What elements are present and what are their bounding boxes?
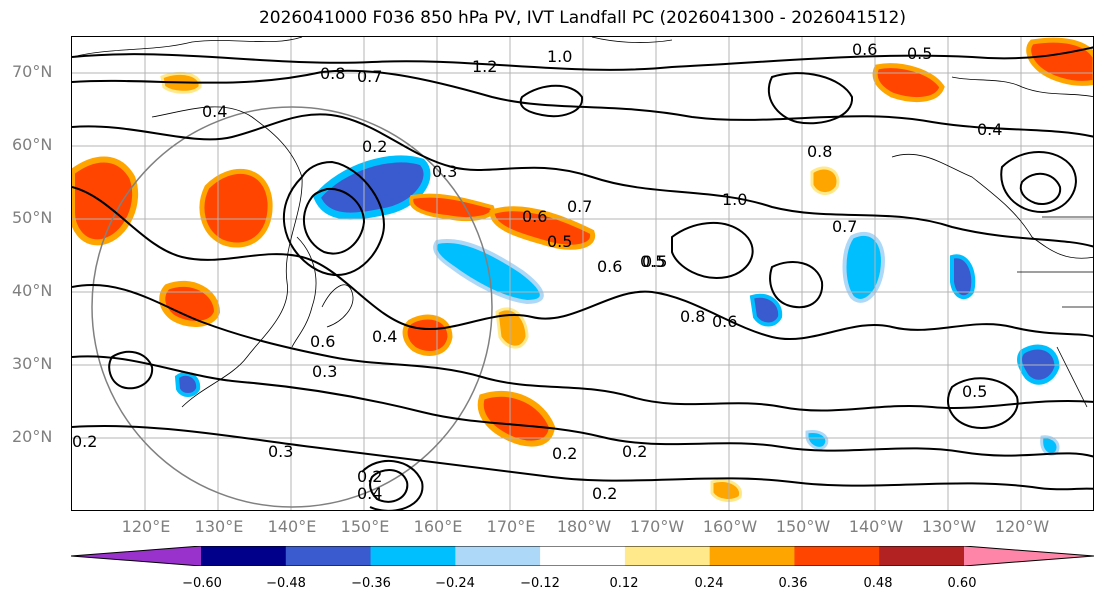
- contour-label: 0.3: [268, 442, 293, 461]
- lon-label: 180°W: [556, 517, 612, 536]
- lon-label: 160°W: [702, 517, 758, 536]
- lat-label: 30°N: [12, 354, 53, 373]
- lat-label: 40°N: [12, 281, 53, 300]
- contour-label: 0.2: [622, 442, 647, 461]
- contour-label: 0.2: [552, 444, 577, 463]
- contour-label: 0.3: [432, 162, 457, 181]
- colorbar-extend-low: [71, 546, 201, 566]
- contour-label: 0.3: [312, 362, 337, 381]
- contour-label: 0.4: [977, 120, 1002, 139]
- graticule: [72, 37, 1093, 510]
- colorbar-segment: [794, 546, 880, 566]
- colorbar-tick-label: 0.24: [694, 576, 724, 591]
- contour-label: 0.6: [522, 207, 547, 226]
- colorbar-tick-label: −0.36: [351, 576, 391, 591]
- lat-label: 50°N: [12, 208, 53, 227]
- lon-label: 160°E: [413, 517, 463, 536]
- colorbar-extend-high: [964, 546, 1094, 566]
- lon-label: 130°E: [194, 517, 244, 536]
- lon-label: 170°W: [629, 517, 685, 536]
- colorbar-segments: [71, 546, 1094, 566]
- colorbar-tick-label: −0.48: [266, 576, 306, 591]
- colorbar-tick-label: 0.12: [609, 576, 639, 591]
- coastlines: [72, 37, 1093, 408]
- pv-contours: [72, 46, 1093, 510]
- colorbar-tick-label: 0.60: [947, 576, 977, 591]
- contour-label: 0.5: [962, 382, 987, 401]
- colorbar-segment: [370, 546, 456, 566]
- contour-label: 0.4: [202, 102, 227, 121]
- lon-label: 120°E: [121, 517, 171, 536]
- colorbar-tick-label: −0.24: [435, 576, 475, 591]
- contour-label: 0.2: [72, 432, 97, 451]
- lon-label: 150°E: [340, 517, 390, 536]
- colorbar-tick-label: 0.48: [863, 576, 893, 591]
- lon-label: 140°W: [848, 517, 904, 536]
- colorbar-segment: [540, 546, 626, 566]
- contour-label: 0.5: [640, 252, 665, 271]
- lat-label: 60°N: [12, 135, 53, 154]
- contour-label: 0.7: [832, 217, 857, 236]
- contour-labels: 1.0 1.2 0.8 0.7 0.6 0.5 0.4 0.3 0.2 0.6 …: [72, 40, 1002, 503]
- contour-label: 0.6: [597, 257, 622, 276]
- contour-label: 0.5: [642, 252, 667, 271]
- pv-anomaly-fills: [72, 37, 1093, 502]
- contour-label: 0.8: [680, 307, 705, 326]
- lat-label: 70°N: [12, 62, 53, 81]
- contour-label: 0.7: [357, 67, 382, 86]
- colorbar-segment: [709, 546, 795, 566]
- contour-label: 0.7: [567, 197, 592, 216]
- colorbar-segment: [879, 546, 965, 566]
- colorbar-segment: [285, 546, 372, 566]
- colorbar-segment: [455, 546, 541, 566]
- colorbar-tick-label: −0.60: [182, 576, 222, 591]
- contour-label: 0.4: [357, 484, 382, 503]
- colorbar-tick-label: 0.36: [778, 576, 808, 591]
- map-panel: 1.0 1.2 0.8 0.7 0.6 0.5 0.4 0.3 0.2 0.6 …: [71, 36, 1094, 511]
- contour-label: 1.0: [722, 190, 747, 209]
- contour-label: 0.6: [852, 40, 877, 59]
- contour-label: 0.8: [807, 142, 832, 161]
- contour-label: 0.6: [310, 332, 335, 351]
- map-plot: 1.0 1.2 0.8 0.7 0.6 0.5 0.4 0.3 0.2 0.6 …: [72, 37, 1093, 510]
- contour-label: 0.6: [712, 312, 737, 331]
- colorbar: [71, 546, 1094, 566]
- contour-label: 0.5: [907, 44, 932, 63]
- contour-label: 0.2: [362, 137, 387, 156]
- contour-label: 0.4: [372, 327, 397, 346]
- contour-label: 1.0: [547, 47, 572, 66]
- colorbar-segment: [201, 546, 287, 566]
- lon-label: 150°W: [775, 517, 831, 536]
- contour-label: 1.2: [472, 57, 497, 76]
- contour-label: 0.5: [547, 232, 572, 251]
- lon-label: 130°W: [921, 517, 977, 536]
- lon-label: 140°E: [267, 517, 317, 536]
- contour-label: 0.2: [357, 467, 382, 486]
- colorbar-tick-label: −0.12: [520, 576, 560, 591]
- contour-label: 0.8: [320, 64, 345, 83]
- lon-label: 120°W: [994, 517, 1050, 536]
- range-circle: [91, 106, 493, 508]
- contour-label: 0.2: [592, 484, 617, 503]
- lon-label: 170°E: [486, 517, 536, 536]
- map-title: 2026041000 F036 850 hPa PV, IVT Landfall…: [258, 8, 906, 28]
- lat-label: 20°N: [12, 427, 53, 446]
- colorbar-segment: [624, 546, 711, 566]
